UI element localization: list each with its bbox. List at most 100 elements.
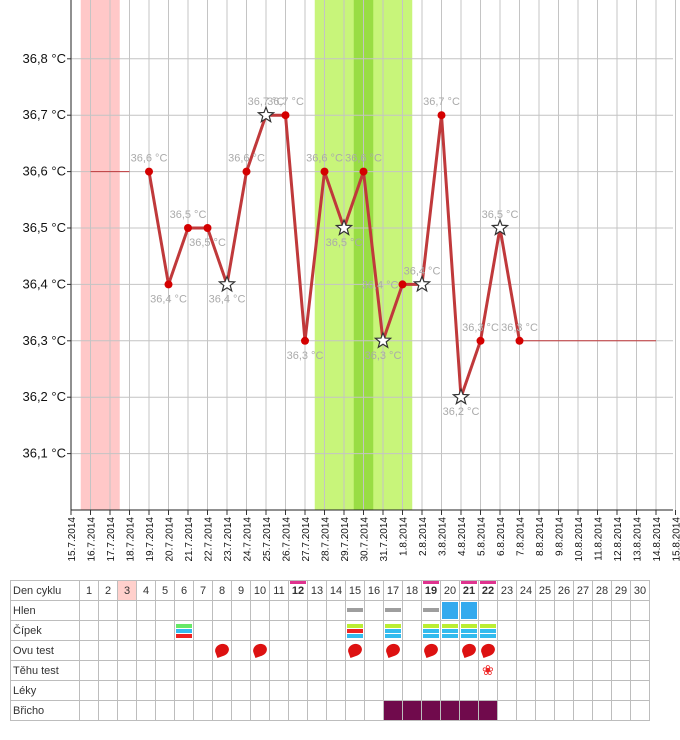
row-label: Hlen — [10, 600, 80, 621]
data-label: 36,3 °C — [462, 322, 499, 334]
cycle-cell — [174, 660, 194, 681]
ovu-test-row: Ovu test — [10, 640, 650, 661]
cycle-cell — [630, 660, 650, 681]
cycle-cell — [459, 620, 479, 641]
cycle-cell — [231, 680, 251, 701]
cipek-row: Čípek — [10, 620, 650, 641]
cipek-stripe — [423, 629, 439, 633]
cycle-cell — [250, 660, 270, 681]
data-label: 36,4 °C — [404, 265, 441, 277]
hlen-blue-marker — [442, 602, 458, 619]
cycle-cell — [459, 700, 479, 721]
data-label: 36,3 °C — [287, 350, 324, 362]
day-cell: 22 — [478, 580, 498, 601]
data-point-star — [334, 218, 354, 236]
data-label: 36,6 °C — [131, 153, 168, 165]
cycle-table: Den cyklu 1 2 3 4 5 6 7 8 9 10 11 12 13 14 15 16 17 18 19 20… — [10, 580, 650, 721]
x-tick-label: 18.7.2014 — [126, 517, 137, 562]
data-label: 36,6 °C — [228, 153, 265, 165]
cipek-stripe — [480, 634, 496, 638]
day-cell: 17 — [383, 580, 403, 601]
cycle-cell: ❀ — [478, 660, 498, 681]
day-cell: 8 — [212, 580, 232, 601]
cycle-cell — [440, 680, 460, 701]
cycle-cell — [174, 680, 194, 701]
cycle-cell — [516, 680, 536, 701]
data-point — [184, 224, 192, 232]
flower-icon: ❀ — [482, 662, 494, 678]
cycle-cell — [326, 680, 346, 701]
cycle-cell — [231, 640, 251, 661]
data-label: 36,4 °C — [362, 279, 399, 291]
day-number: 1 — [85, 584, 93, 597]
cycle-cell — [193, 700, 213, 721]
cycle-cell — [459, 660, 479, 681]
cycle-cell — [250, 640, 270, 661]
temperature-chart: 36,1 °C 36,2 °C 36,3 °C 36,4 °C 36,5 °C 36,6 … — [22, 0, 680, 562]
cycle-cell — [611, 620, 631, 641]
drop-icon — [213, 641, 231, 659]
x-tick-label: 27.7.2014 — [301, 517, 312, 562]
day-cell: 5 — [155, 580, 175, 601]
day-number: 17 — [386, 584, 400, 597]
cycle-cell — [345, 700, 365, 721]
cycle-cell — [630, 680, 650, 701]
day-cell: 21 — [459, 580, 479, 601]
day-cell: 23 — [497, 580, 517, 601]
hlen-gray-marker — [347, 608, 363, 612]
cycle-cell — [516, 600, 536, 621]
cycle-cell — [174, 700, 194, 721]
data-point — [203, 224, 212, 232]
x-tick-label: 5.8.2014 — [477, 517, 488, 556]
cycle-cell — [250, 600, 270, 621]
x-tick-label: 2.8.2014 — [418, 517, 429, 556]
day-number: 9 — [237, 584, 245, 597]
cycle-cell — [440, 640, 460, 661]
day-cell: 1 — [79, 580, 99, 601]
cycle-cell — [402, 640, 422, 661]
day-number: 19 — [424, 584, 438, 597]
data-label: 36,5 °C — [189, 237, 226, 249]
cycle-cell — [478, 680, 498, 701]
cycle-cell — [326, 640, 346, 661]
day-number: 24 — [519, 584, 533, 597]
cycle-cell — [630, 700, 650, 721]
x-tick-label: 24.7.2014 — [243, 517, 254, 562]
cycle-cell — [269, 600, 289, 621]
day-number: 4 — [142, 584, 150, 597]
cycle-cell — [174, 600, 194, 621]
cycle-cell — [459, 640, 479, 661]
cycle-cell — [117, 600, 137, 621]
day-number: 23 — [500, 584, 514, 597]
cycle-cell — [630, 640, 650, 661]
cycle-cell — [250, 700, 270, 721]
x-tick-label: 30.7.2014 — [360, 517, 371, 562]
cycle-cell — [592, 700, 612, 721]
data-point-star — [490, 218, 510, 236]
cycle-cell — [136, 660, 156, 681]
cipek-stripe — [461, 624, 477, 628]
day-number: 22 — [481, 584, 495, 597]
row-label: Léky — [10, 680, 80, 701]
day-cell: 30 — [630, 580, 650, 601]
row-label: Den cyklu — [10, 580, 80, 601]
y-tick-label: 36,1 °C — [22, 446, 66, 461]
x-tick-label: 1.8.2014 — [399, 517, 410, 556]
cycle-cell — [554, 600, 574, 621]
cycle-cell — [79, 640, 99, 661]
cycle-cell — [611, 640, 631, 661]
cipek-stripe — [423, 634, 439, 638]
x-tick-label: 9.8.2014 — [555, 517, 566, 556]
day-number: 13 — [310, 584, 324, 597]
cycle-cell — [421, 600, 441, 621]
day-number: 18 — [405, 584, 419, 597]
cycle-cell — [345, 600, 365, 621]
cycle-cell — [421, 680, 441, 701]
cycle-cell — [345, 640, 365, 661]
cipek-stripe — [442, 624, 458, 628]
cycle-cell — [383, 600, 403, 621]
pink-marker — [480, 581, 496, 584]
cycle-cell — [288, 620, 308, 641]
data-point — [515, 336, 524, 345]
data-point — [398, 280, 407, 289]
